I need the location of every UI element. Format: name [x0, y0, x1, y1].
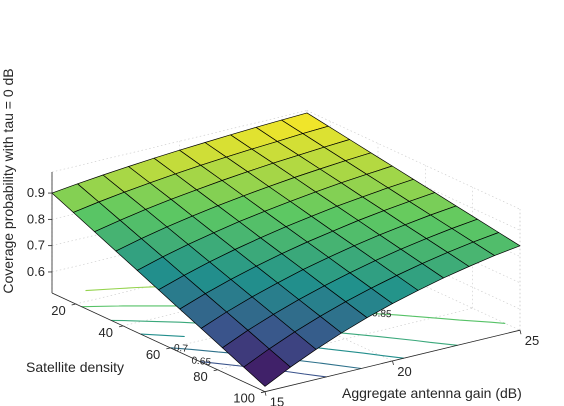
y-tick-mark — [392, 360, 394, 366]
y-tick-label: 20 — [397, 364, 411, 379]
x-tick-label: 100 — [233, 391, 255, 406]
x-tick-mark — [213, 369, 218, 372]
y-tick-mark — [264, 391, 267, 396]
y-tick-mark — [519, 330, 522, 335]
x-tick-label: 20 — [51, 303, 65, 318]
y-tick-label: 25 — [525, 333, 539, 348]
x-axis-line — [51, 292, 266, 393]
x-tick-label: 60 — [146, 347, 160, 362]
x-tick-mark — [118, 325, 124, 328]
x-tick-mark — [260, 391, 266, 394]
y-axis-label: Aggregate antenna gain (dB) — [342, 385, 522, 401]
y-tick-label: 15 — [270, 395, 284, 406]
x-tick-label: 40 — [99, 325, 113, 340]
box-edge — [306, 110, 521, 210]
x-tick-mark — [71, 303, 76, 306]
z-axis-label: Coverage probability with tau = 0 dB — [0, 68, 16, 293]
x-tick-label: 80 — [193, 369, 207, 384]
z-tick-label: 0.9 — [27, 185, 45, 200]
tick-layer: 20 40 60 80 100 15 20 25 0.6 0.7 0.8 0.9 — [27, 185, 539, 406]
x-axis-label: Satellite density — [26, 359, 124, 375]
z-tick-label: 0.6 — [27, 264, 45, 279]
surface-cell — [243, 348, 291, 387]
z-tick-label: 0.7 — [27, 238, 45, 253]
surface-layer — [51, 112, 521, 387]
x-tick-mark — [166, 347, 171, 350]
z-tick-label: 0.8 — [27, 211, 45, 226]
contour-label: 0.7 — [174, 343, 189, 355]
axis-layer — [48, 172, 522, 396]
